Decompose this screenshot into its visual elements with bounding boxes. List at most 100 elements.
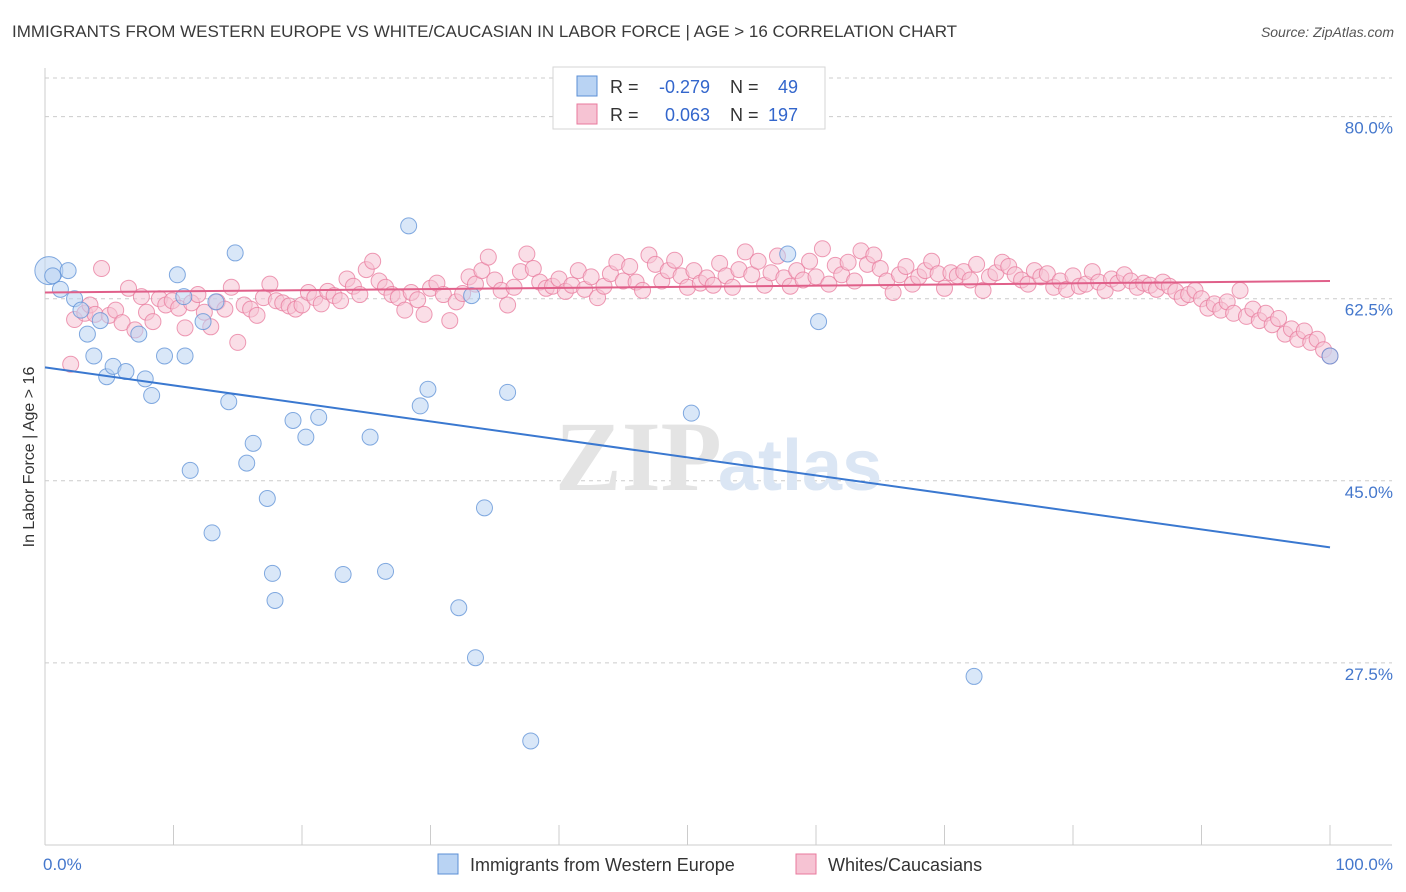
whites-point-25 — [222, 278, 240, 296]
y-tick-label-0: 27.5% — [1345, 665, 1393, 684]
immigrants-trend-line — [44, 366, 1331, 549]
whites-point-18 — [176, 319, 194, 337]
whites-point-94 — [666, 251, 684, 269]
y-tick-labels: 27.5% 45.0% 62.5% 80.0% — [1345, 119, 1393, 684]
immigrants-point-17 — [175, 288, 193, 306]
legend-n-value-1: 197 — [768, 105, 798, 125]
immigrants-point-47 — [810, 313, 828, 331]
immigrants-point-8 — [91, 312, 109, 330]
whites-point-5 — [93, 260, 111, 278]
immigrants-point-18 — [194, 313, 212, 331]
whites-point-115 — [801, 252, 819, 270]
x-tick-label-0: 0.0% — [43, 855, 82, 874]
whites-point-81 — [582, 268, 600, 286]
immigrants-point-42 — [463, 287, 481, 305]
immigrants-point-2 — [51, 280, 69, 298]
x-tick-label-1: 100.0% — [1335, 855, 1393, 874]
immigrants-point-12 — [130, 325, 148, 343]
whites-point-121 — [839, 253, 857, 271]
series-immigrants-points — [34, 217, 1339, 750]
whites-point-42 — [332, 292, 350, 310]
immigrants-point-25 — [244, 434, 262, 452]
whites-point-68 — [499, 296, 517, 314]
immigrants-point-13 — [136, 370, 154, 388]
legend-swatch-1 — [576, 103, 598, 125]
immigrants-point-48 — [965, 667, 983, 685]
immigrants-point-5 — [72, 301, 90, 319]
immigrants-point-24 — [238, 454, 256, 472]
immigrants-point-31 — [263, 564, 281, 582]
whites-point-100 — [704, 276, 722, 294]
chart-title: IMMIGRANTS FROM WESTERN EUROPE VS WHITE/… — [12, 22, 958, 41]
y-axis-label: In Labor Force | Age > 16 — [21, 367, 38, 548]
whites-point-58 — [434, 286, 452, 304]
immigrants-point-7 — [85, 347, 103, 365]
axes — [44, 68, 1392, 846]
whites-point-26 — [229, 333, 247, 351]
immigrants-point-19 — [176, 347, 194, 365]
immigrants-point-43 — [499, 383, 517, 401]
bottom-legend-swatch-0 — [437, 853, 459, 875]
immigrants-point-45 — [682, 404, 700, 422]
whites-point-8 — [113, 314, 131, 332]
source-credit: Source: ZipAtlas.com — [1260, 24, 1394, 40]
whites-point-141 — [968, 255, 986, 273]
whites-trend-line — [44, 280, 1331, 294]
immigrants-point-21 — [220, 393, 238, 411]
immigrants-point-20 — [181, 461, 199, 479]
immigrants-point-1 — [44, 267, 62, 285]
whites-point-0 — [62, 355, 80, 373]
immigrants-point-27 — [284, 411, 302, 429]
whites-point-128 — [884, 283, 902, 301]
immigrants-point-32 — [266, 591, 284, 609]
whites-point-87 — [621, 257, 639, 275]
whites-point-117 — [813, 240, 831, 258]
bottom-legend-label-0: Immigrants from Western Europe — [470, 855, 735, 875]
legend-swatch-0 — [576, 75, 598, 97]
whites-point-29 — [248, 306, 266, 324]
immigrants-point-36 — [400, 217, 418, 235]
immigrants-point-49 — [1321, 347, 1339, 365]
legend-r-value-1: 0.063 — [665, 105, 710, 125]
whites-point-52 — [396, 301, 414, 319]
immigrants-point-29 — [310, 408, 328, 426]
legend-r-value-0: -0.279 — [659, 77, 710, 97]
immigrants-point-39 — [450, 599, 468, 617]
whites-point-105 — [736, 243, 754, 261]
series-whites-points — [62, 240, 1339, 373]
whites-point-118 — [820, 275, 838, 293]
x-tick-labels: 0.0% 100.0% — [43, 855, 1393, 874]
immigrants-point-16 — [168, 266, 186, 284]
immigrants-point-22 — [207, 293, 225, 311]
immigrants-point-35 — [377, 562, 395, 580]
whites-point-122 — [846, 272, 864, 290]
immigrants-point-3 — [59, 262, 77, 280]
immigrants-point-30 — [203, 524, 221, 542]
immigrants-point-37 — [411, 397, 429, 415]
whites-point-188 — [1270, 309, 1288, 327]
whites-point-140 — [961, 271, 979, 289]
trend-lines — [44, 280, 1331, 549]
y-tick-label-1: 45.0% — [1345, 483, 1393, 502]
legend-n-value-0: 49 — [778, 77, 798, 97]
immigrants-point-15 — [156, 347, 174, 365]
whites-point-65 — [479, 248, 497, 266]
immigrants-point-41 — [475, 499, 493, 517]
whites-point-13 — [144, 313, 162, 331]
whites-point-47 — [364, 252, 382, 270]
whites-point-130 — [897, 257, 915, 275]
immigrants-point-26 — [258, 490, 276, 507]
immigrants-point-34 — [361, 428, 379, 446]
bottom-legend-swatch-1 — [795, 853, 817, 875]
immigrants-point-38 — [419, 380, 437, 398]
immigrants-point-6 — [78, 325, 96, 343]
whites-point-31 — [261, 275, 279, 293]
bottom-legend: Immigrants from Western Europe Whites/Cau… — [437, 853, 982, 875]
immigrants-point-23 — [226, 244, 244, 262]
whites-point-54 — [409, 291, 427, 309]
legend-r-label-1: R = — [610, 105, 639, 125]
y-tick-label-3: 80.0% — [1345, 119, 1393, 138]
immigrants-point-28 — [297, 428, 315, 446]
immigrants-point-46 — [779, 245, 797, 263]
